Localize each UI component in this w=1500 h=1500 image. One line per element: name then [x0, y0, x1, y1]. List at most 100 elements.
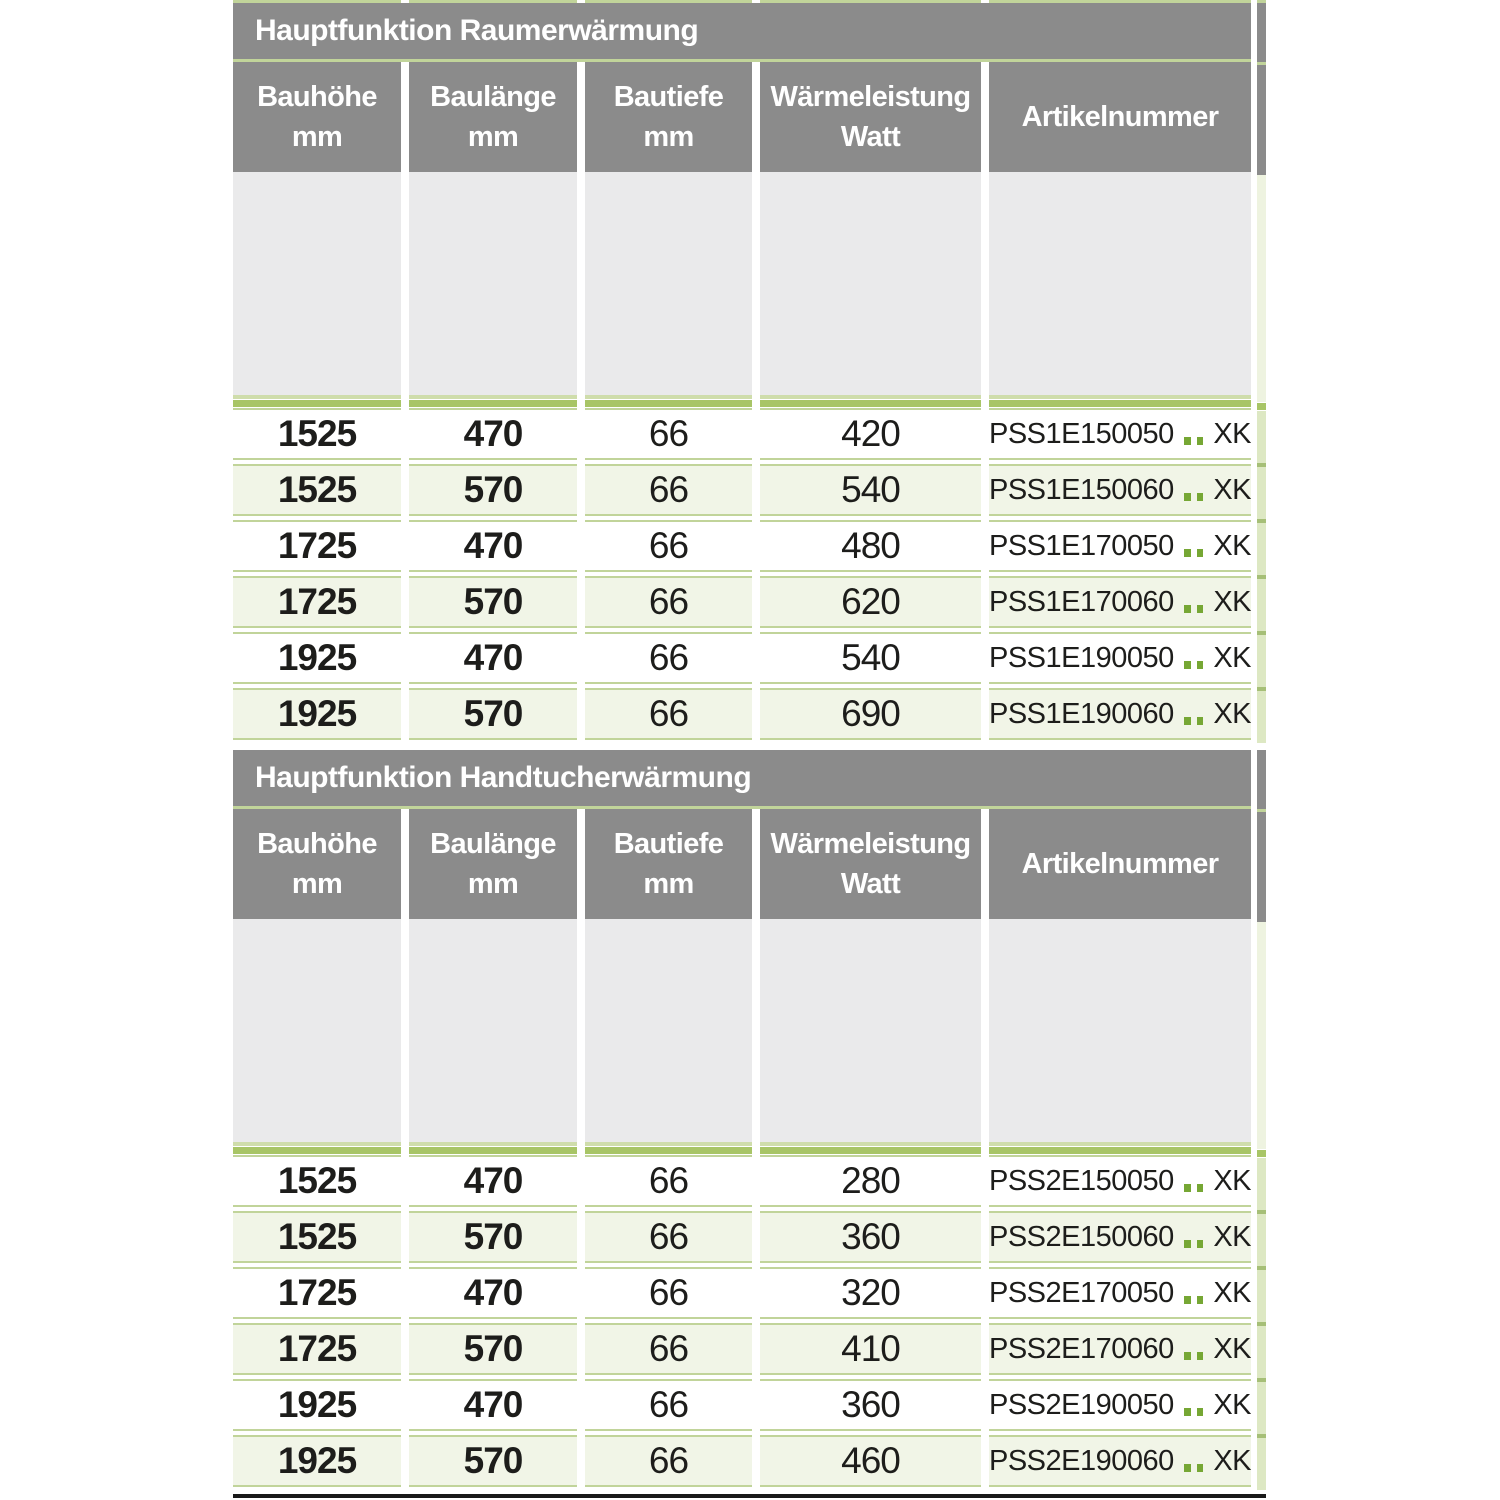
cell-waermeleistung: 360: [760, 1379, 981, 1431]
column-header-baulaenge: Baulänge mm: [409, 809, 577, 919]
green-dot-icon: [1183, 493, 1191, 501]
green-dot-icon: [1183, 1352, 1191, 1360]
artikelnummer-prefix: PSS2E150050: [989, 1164, 1174, 1197]
cell-baulaenge: 570: [409, 1211, 577, 1263]
cell-artikelnummer: PSS2E190050 XK: [989, 1379, 1251, 1431]
table-row: 1725 570 66 620 PSS1E170060 XK: [233, 576, 1251, 628]
table-row: 1925 570 66 460 PSS2E190060 XK: [233, 1435, 1251, 1487]
table-handtucherwaermung: Hauptfunktion Handtucherwärmung Bauhöhe …: [233, 750, 1251, 1487]
cell-bauhoehe: 1525: [233, 464, 401, 516]
cell-waermeleistung: 690: [760, 688, 981, 740]
cell-bautiefe: 66: [585, 1379, 752, 1431]
artikelnummer-prefix: PSS2E190050: [989, 1388, 1174, 1421]
green-dot-icon: [1196, 1240, 1204, 1248]
cell-waermeleistung: 460: [760, 1435, 981, 1487]
artikelnummer-prefix: PSS1E150060: [989, 473, 1174, 506]
cell-waermeleistung: 410: [760, 1323, 981, 1375]
top-border-line: [233, 0, 1251, 3]
green-dot-icon: [1196, 1184, 1204, 1192]
cell-bauhoehe: 1925: [233, 688, 401, 740]
column-header-bauhoehe: Bauhöhe mm: [233, 62, 401, 172]
table-row: 1925 570 66 690 PSS1E190060 XK: [233, 688, 1251, 740]
cell-artikelnummer: PSS2E150060 XK: [989, 1211, 1251, 1263]
cell-waermeleistung: 540: [760, 464, 981, 516]
cell-artikelnummer: PSS2E150050 XK: [989, 1155, 1251, 1207]
cell-baulaenge: 470: [409, 1379, 577, 1431]
cell-artikelnummer: PSS2E190060 XK: [989, 1435, 1251, 1487]
column-header-bautiefe: Bautiefe mm: [585, 62, 752, 172]
spacer-block: [233, 172, 1251, 399]
table-row: 1525 570 66 360 PSS2E150060 XK: [233, 1211, 1251, 1263]
artikelnummer-prefix: PSS1E150050: [989, 417, 1174, 450]
cell-bauhoehe: 1925: [233, 1379, 401, 1431]
cell-bautiefe: 66: [585, 688, 752, 740]
cell-bautiefe: 66: [585, 464, 752, 516]
table-row: 1525 470 66 420 PSS1E150050 XK: [233, 408, 1251, 460]
table-row: 1925 470 66 360 PSS2E190050 XK: [233, 1379, 1251, 1431]
cell-bauhoehe: 1725: [233, 520, 401, 572]
cell-waermeleistung: 320: [760, 1267, 981, 1319]
table-raumerwaermung: Hauptfunktion Raumerwärmung Bauhöhe mm B…: [233, 0, 1251, 740]
artikelnummer-prefix: PSS2E170060: [989, 1332, 1174, 1365]
table-row: 1925 470 66 540 PSS1E190050 XK: [233, 632, 1251, 684]
cell-bauhoehe: 1525: [233, 1155, 401, 1207]
green-dot-icon: [1183, 1464, 1191, 1472]
cell-bauhoehe: 1925: [233, 1435, 401, 1487]
cell-waermeleistung: 480: [760, 520, 981, 572]
cell-waermeleistung: 540: [760, 632, 981, 684]
cell-waermeleistung: 620: [760, 576, 981, 628]
section-header-bar: Hauptfunktion Raumerwärmung: [233, 3, 1251, 62]
table-row: 1525 470 66 280 PSS2E150050 XK: [233, 1155, 1251, 1207]
cell-baulaenge: 470: [409, 1267, 577, 1319]
cell-bautiefe: 66: [585, 520, 752, 572]
cell-baulaenge: 570: [409, 688, 577, 740]
cell-baulaenge: 470: [409, 408, 577, 460]
artikelnummer-suffix: XK: [1213, 1332, 1251, 1365]
green-dot-icon: [1196, 605, 1204, 613]
cell-bautiefe: 66: [585, 1323, 752, 1375]
green-dot-icon: [1183, 605, 1191, 613]
green-dot-icon: [1196, 661, 1204, 669]
green-dot-icon: [1196, 549, 1204, 557]
spacer-block: [233, 919, 1251, 1146]
cell-waermeleistung: 420: [760, 408, 981, 460]
cell-baulaenge: 570: [409, 464, 577, 516]
cell-baulaenge: 570: [409, 1435, 577, 1487]
cell-bauhoehe: 1525: [233, 408, 401, 460]
artikelnummer-prefix: PSS2E150060: [989, 1220, 1174, 1253]
cell-waermeleistung: 280: [760, 1155, 981, 1207]
artikelnummer-suffix: XK: [1213, 1164, 1251, 1197]
green-dot-icon: [1196, 1352, 1204, 1360]
column-header-waermeleistung: Wärmeleistung Watt: [760, 809, 981, 919]
section-header-bar: Hauptfunktion Handtucherwärmung: [233, 750, 1251, 809]
artikelnummer-suffix: XK: [1213, 1276, 1251, 1309]
cell-artikelnummer: PSS1E150060 XK: [989, 464, 1251, 516]
table-row: 1525 570 66 540 PSS1E150060 XK: [233, 464, 1251, 516]
page-edge-strip: [1257, 0, 1266, 1500]
green-dot-icon: [1183, 437, 1191, 445]
green-dot-icon: [1196, 437, 1204, 445]
cell-artikelnummer: PSS2E170050 XK: [989, 1267, 1251, 1319]
green-dot-icon: [1196, 493, 1204, 501]
rows-group: 1525 470 66 420 PSS1E150050 XK 1525 570 …: [233, 408, 1251, 740]
green-dot-icon: [1183, 1296, 1191, 1304]
artikelnummer-suffix: XK: [1213, 697, 1251, 730]
cell-artikelnummer: PSS2E170060 XK: [989, 1323, 1251, 1375]
section-title: Hauptfunktion Raumerwärmung: [255, 14, 699, 47]
artikelnummer-suffix: XK: [1213, 1388, 1251, 1421]
column-header-row: Bauhöhe mm Baulänge mm Bautiefe mm Wärme…: [233, 809, 1251, 919]
artikelnummer-suffix: XK: [1213, 585, 1251, 618]
cell-bautiefe: 66: [585, 1267, 752, 1319]
cell-bautiefe: 66: [585, 632, 752, 684]
section-title: Hauptfunktion Handtucherwärmung: [255, 761, 752, 794]
cell-artikelnummer: PSS1E190050 XK: [989, 632, 1251, 684]
column-header-bauhoehe: Bauhöhe mm: [233, 809, 401, 919]
cell-artikelnummer: PSS1E190060 XK: [989, 688, 1251, 740]
cell-baulaenge: 570: [409, 1323, 577, 1375]
cell-bautiefe: 66: [585, 408, 752, 460]
artikelnummer-prefix: PSS1E190060: [989, 697, 1174, 730]
artikelnummer-suffix: XK: [1213, 1220, 1251, 1253]
artikelnummer-suffix: XK: [1213, 473, 1251, 506]
table-row: 1725 470 66 480 PSS1E170050 XK: [233, 520, 1251, 572]
cell-baulaenge: 470: [409, 1155, 577, 1207]
